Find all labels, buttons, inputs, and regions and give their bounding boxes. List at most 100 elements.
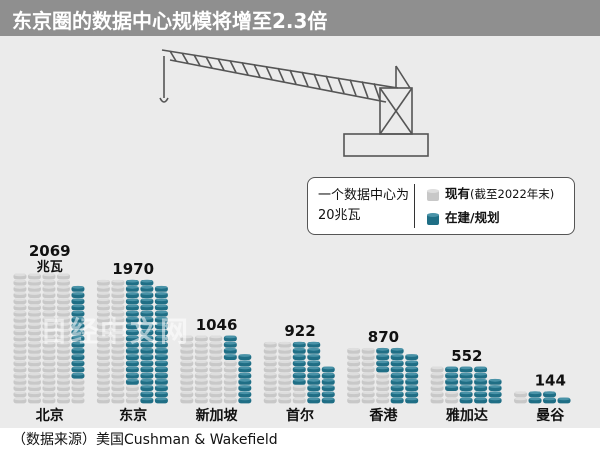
bar-segment-planned [140,378,154,385]
bar-segment-existing [111,347,125,354]
bar-segment-planned [71,323,85,329]
bar-segment-planned [140,391,154,398]
bar-segment-existing [13,292,27,298]
bar-segment-planned [154,298,168,305]
bar-segment-existing [209,378,223,385]
bar-segment-existing [96,329,110,336]
bar-segment-existing [376,391,390,398]
bar-segment-planned [154,385,168,391]
bar-segment-planned [125,285,139,292]
bar-segment-existing [180,366,194,373]
bar-segment-planned [321,366,335,373]
bar-segment-existing [111,341,125,348]
bar-segment-planned [154,366,168,373]
bar-segment-existing [292,391,306,398]
bar-segment-planned [321,378,335,385]
bar-segment-planned [140,310,154,317]
data-label-total: 144 [535,372,566,390]
bar-segment-existing [263,347,277,354]
bar-segment-planned [71,329,85,336]
bar-segment-planned [154,360,168,367]
bar-segment-existing [347,372,361,379]
bar-stack [263,341,335,404]
bar-segment-existing [194,360,208,367]
bar-segment-existing [514,391,528,398]
bar-segment-existing [27,341,41,348]
bar-segment-planned [459,372,473,379]
bar-segment-existing [180,360,194,367]
bar-segment-planned [71,354,85,360]
bar-segment-existing [111,385,125,391]
bar-segment-planned [321,385,335,391]
bar-segment-existing [56,279,70,286]
bar-segment-existing [27,304,41,311]
bar-segment-existing [292,397,306,404]
bar-segment-existing [194,372,208,379]
bar-segment-planned [321,391,335,398]
bar-segment-existing [361,397,375,404]
bar-segment-planned [140,316,154,323]
bar-segment-planned [125,360,139,367]
bar-segment-existing [27,385,41,391]
bar-segment-existing [13,360,27,367]
bar-segment-planned [528,397,542,404]
x-tick-label: 北京 [36,407,64,424]
bar-segment-existing [42,298,56,305]
bar-segment-existing [27,310,41,317]
bar-segment-planned [125,341,139,348]
bar-segment-existing [263,385,277,391]
bar-segment-planned [307,397,321,404]
bar-segment-existing [13,298,27,305]
bar-segment-existing [27,360,41,367]
bar-segment-planned [459,378,473,385]
bar-segment-existing [56,378,70,385]
bar-segment-existing [361,366,375,373]
bar-segment-existing [56,316,70,323]
bar-segment-existing [194,335,208,342]
bar-segment-existing [361,360,375,367]
bar-segment-planned [140,347,154,354]
bar-segment-planned [390,378,404,385]
bar-segment-planned [154,372,168,379]
bar-segment-existing [209,335,223,342]
bar-segment-existing [27,391,41,398]
bar-segment-existing [56,391,70,398]
bar-segment-existing [111,366,125,373]
bar-segment-planned [71,360,85,367]
bar-segment-existing [42,360,56,367]
bar-segment-existing [13,335,27,342]
bar-segment-existing [180,354,194,360]
bar-segment-existing [56,298,70,305]
bar-segment-planned [321,397,335,404]
bar-segment-planned [71,366,85,373]
bar-segment-existing [96,397,110,404]
bar-segment-existing [13,391,27,398]
legend-brace [414,184,423,228]
bar-segment-existing [27,323,41,329]
bar-segment-planned [238,366,252,373]
bar-segment-existing [180,378,194,385]
bar-segment-planned [154,292,168,298]
bar-segment-planned [238,397,252,404]
bar-segment-existing [96,323,110,329]
bar-segment-existing [180,335,194,342]
bar-segment-planned [71,335,85,342]
bar-segment-planned [390,354,404,360]
bar-segment-planned [223,335,237,342]
bar-segment-planned [307,360,321,367]
legend-unit-label: 一个数据中心为20兆瓦 [318,188,410,223]
bar-segment-existing [180,385,194,391]
bar-segment-existing [445,397,459,404]
bar-segment-existing [96,385,110,391]
bar-segment-planned [307,354,321,360]
bar-segment-planned [445,378,459,385]
bar-segment-existing [445,391,459,398]
legend-planned-swatch [427,212,439,225]
bar-segment-planned [292,378,306,385]
bar-segment-existing [111,397,125,404]
bar-segment-existing [111,285,125,292]
legend-existing: 现有(截至2022年末) [426,184,554,204]
bar-segment-existing [223,360,237,367]
bar-segment-existing [13,378,27,385]
bar-segment-existing [42,391,56,398]
